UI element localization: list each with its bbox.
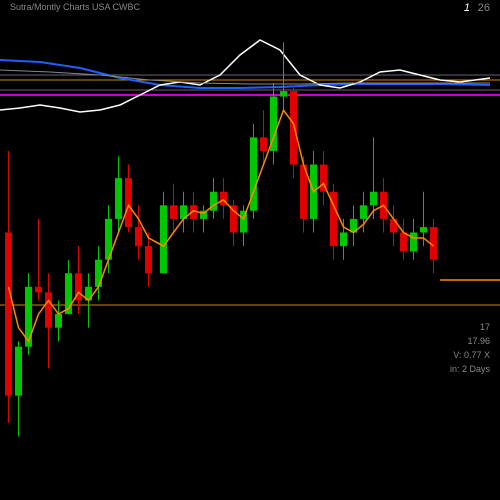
chart-container: Sutra/Montly Charts USA CWBC 1 26 1717.9… — [0, 0, 500, 500]
info-line: in: 2 Days — [450, 362, 490, 376]
chart-title: Sutra/Montly Charts USA CWBC — [10, 2, 140, 12]
price-info-box: 1717.96V: 0.77 Xin: 2 Days — [450, 320, 490, 376]
info-line: V: 0.77 X — [450, 348, 490, 362]
candlestick-chart — [0, 0, 500, 500]
header-marker-2: 26 — [478, 2, 490, 14]
info-line: 17.96 — [450, 334, 490, 348]
info-line: 17 — [450, 320, 490, 334]
header-marker-1: 1 — [464, 2, 470, 14]
